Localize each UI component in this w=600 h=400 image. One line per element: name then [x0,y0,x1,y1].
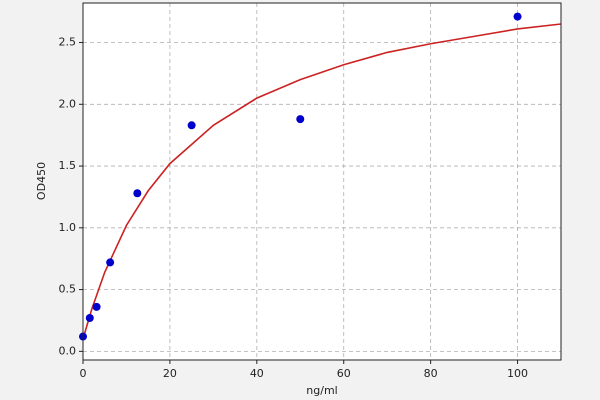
data-point [106,258,115,267]
data-point [85,314,94,322]
y-tick-label: 0.0 [59,344,77,357]
x-tick-label: 40 [250,367,264,380]
y-tick-label: 1.5 [59,159,77,172]
y-tick-label: 0.5 [59,283,77,296]
y-tick-label: 2.0 [59,97,77,110]
x-tick-label: 80 [424,367,438,380]
x-axis-label: ng/ml [306,384,337,397]
y-tick-label: 1.0 [59,221,77,234]
data-point [92,302,101,311]
plot-area [83,3,561,360]
data-point [296,115,305,124]
data-point [133,189,142,198]
data-point [187,121,196,130]
x-tick-label: 0 [80,367,87,380]
x-tick-label: 20 [163,367,177,380]
x-tick-label: 100 [507,367,528,380]
fit-curve [82,23,562,340]
plot-frame [82,2,562,361]
y-tick-label: 2.5 [59,36,77,49]
x-tick-label: 60 [337,367,351,380]
data-point [513,12,522,21]
y-axis-label: OD450 [35,162,48,200]
